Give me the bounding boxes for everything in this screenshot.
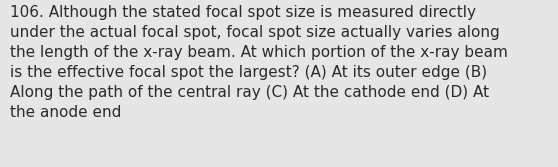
Text: 106. Although the stated focal spot size is measured directly
under the actual f: 106. Although the stated focal spot size…: [10, 5, 508, 120]
